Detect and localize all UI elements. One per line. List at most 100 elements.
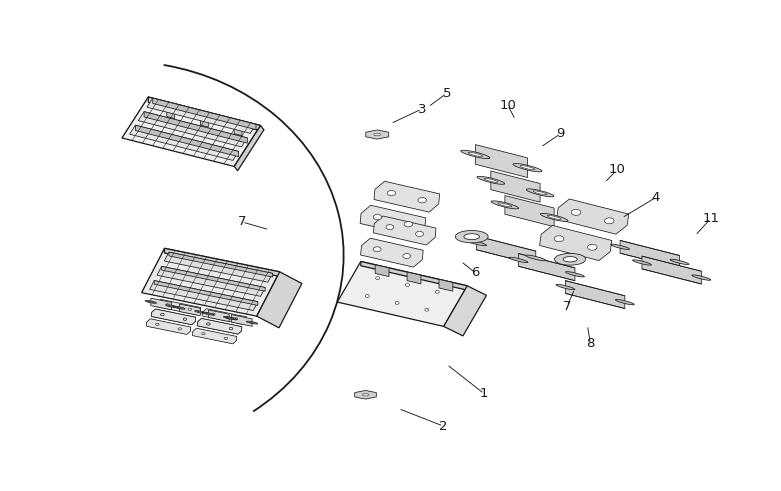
Polygon shape	[130, 125, 239, 161]
Ellipse shape	[373, 215, 382, 220]
Polygon shape	[198, 319, 242, 334]
Polygon shape	[147, 319, 191, 334]
Polygon shape	[444, 286, 487, 336]
Polygon shape	[122, 97, 261, 166]
Ellipse shape	[386, 225, 394, 230]
Polygon shape	[167, 102, 175, 118]
Polygon shape	[180, 304, 200, 316]
Polygon shape	[147, 98, 256, 134]
Polygon shape	[193, 328, 237, 344]
Polygon shape	[234, 126, 264, 171]
Polygon shape	[361, 262, 467, 290]
Ellipse shape	[455, 230, 488, 243]
Polygon shape	[620, 241, 679, 268]
Ellipse shape	[615, 300, 634, 305]
Ellipse shape	[464, 234, 480, 240]
Text: 1: 1	[480, 387, 488, 400]
Text: 8: 8	[587, 337, 594, 350]
Ellipse shape	[526, 255, 546, 261]
Polygon shape	[231, 315, 252, 327]
Polygon shape	[375, 265, 389, 276]
Ellipse shape	[509, 257, 528, 263]
Ellipse shape	[249, 322, 255, 323]
Ellipse shape	[201, 332, 205, 335]
Polygon shape	[148, 97, 261, 131]
Polygon shape	[152, 309, 196, 325]
Text: 9: 9	[557, 127, 565, 140]
Ellipse shape	[373, 247, 381, 252]
Polygon shape	[153, 98, 256, 130]
Ellipse shape	[166, 305, 177, 307]
Polygon shape	[374, 181, 440, 212]
Text: 5: 5	[443, 87, 451, 100]
Ellipse shape	[604, 218, 614, 224]
Polygon shape	[165, 248, 280, 276]
Polygon shape	[144, 111, 248, 143]
Polygon shape	[490, 171, 540, 202]
Ellipse shape	[226, 317, 232, 319]
Polygon shape	[202, 309, 247, 325]
Polygon shape	[169, 252, 273, 277]
Ellipse shape	[477, 176, 505, 184]
Polygon shape	[337, 262, 467, 327]
Text: 2: 2	[440, 420, 448, 433]
Ellipse shape	[403, 253, 411, 258]
Text: 3: 3	[418, 103, 426, 115]
Polygon shape	[407, 272, 421, 284]
Ellipse shape	[148, 301, 154, 302]
Ellipse shape	[376, 277, 380, 280]
Ellipse shape	[155, 323, 159, 326]
Ellipse shape	[555, 236, 564, 242]
Ellipse shape	[174, 306, 185, 309]
Polygon shape	[138, 111, 248, 147]
Ellipse shape	[374, 133, 380, 136]
Ellipse shape	[513, 164, 542, 172]
Ellipse shape	[404, 221, 412, 227]
Ellipse shape	[405, 283, 409, 286]
Polygon shape	[505, 195, 555, 227]
Polygon shape	[162, 266, 266, 291]
Ellipse shape	[572, 209, 581, 216]
Polygon shape	[361, 238, 423, 267]
Ellipse shape	[395, 301, 399, 304]
Ellipse shape	[498, 203, 512, 207]
Ellipse shape	[161, 313, 164, 316]
Ellipse shape	[212, 313, 215, 315]
Polygon shape	[234, 119, 242, 136]
Polygon shape	[157, 300, 201, 315]
Ellipse shape	[556, 284, 575, 290]
Polygon shape	[198, 319, 242, 334]
Polygon shape	[257, 272, 302, 328]
Polygon shape	[154, 280, 258, 305]
Ellipse shape	[229, 318, 234, 319]
Polygon shape	[141, 248, 280, 316]
Polygon shape	[209, 310, 229, 322]
Ellipse shape	[203, 312, 214, 315]
Ellipse shape	[205, 313, 211, 314]
Polygon shape	[642, 256, 701, 284]
Polygon shape	[201, 110, 209, 127]
Text: 6: 6	[471, 266, 479, 279]
Text: 4: 4	[652, 191, 660, 204]
Ellipse shape	[466, 240, 487, 246]
Polygon shape	[157, 266, 266, 297]
Polygon shape	[355, 390, 376, 399]
Ellipse shape	[224, 337, 227, 339]
Ellipse shape	[178, 328, 181, 330]
Ellipse shape	[362, 394, 369, 396]
Ellipse shape	[145, 300, 156, 303]
Ellipse shape	[415, 231, 423, 236]
Polygon shape	[135, 125, 239, 157]
Ellipse shape	[247, 321, 258, 324]
Ellipse shape	[177, 307, 183, 308]
Ellipse shape	[166, 304, 169, 306]
Ellipse shape	[198, 311, 203, 313]
Ellipse shape	[207, 323, 210, 325]
Text: 11: 11	[702, 212, 719, 225]
Polygon shape	[476, 145, 527, 177]
Text: 7: 7	[238, 216, 246, 228]
Ellipse shape	[226, 317, 237, 320]
Ellipse shape	[425, 308, 429, 311]
Text: 7: 7	[563, 300, 571, 313]
Polygon shape	[476, 236, 536, 265]
